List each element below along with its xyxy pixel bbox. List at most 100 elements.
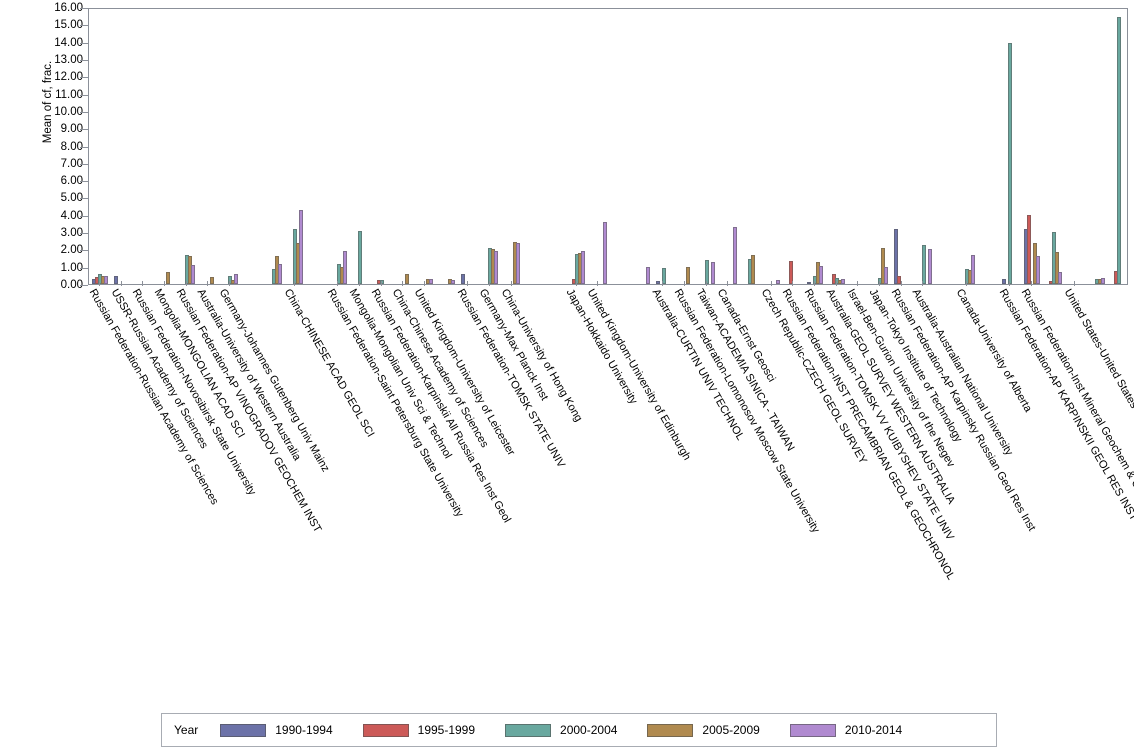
x-tick-mark (163, 281, 165, 286)
y-tick-label: 4.00 (60, 209, 83, 222)
bar[interactable] (1002, 278, 1007, 284)
bar[interactable] (705, 259, 710, 284)
legend-item[interactable]: 1990-1994 (220, 723, 333, 737)
bar[interactable] (1116, 17, 1121, 284)
y-tick-label: 6.00 (60, 175, 83, 188)
bar-group (176, 9, 198, 284)
bar[interactable] (494, 251, 499, 284)
bar[interactable] (1035, 256, 1040, 284)
bar[interactable] (1100, 277, 1105, 284)
bar[interactable] (515, 243, 520, 284)
x-tick-mark (727, 281, 729, 286)
bar[interactable] (114, 276, 119, 284)
x-tick-mark (1008, 281, 1010, 286)
legend-title: Year (174, 723, 199, 737)
bar-group (739, 9, 761, 284)
x-tick-mark (770, 281, 772, 286)
bar[interactable] (358, 231, 363, 284)
x-tick-label: Canada-University of Alberta (953, 287, 1034, 415)
bar-group (414, 9, 436, 284)
bar[interactable] (710, 262, 715, 284)
plot-area (88, 8, 1128, 285)
bar-group (674, 9, 696, 284)
bar-group (306, 9, 328, 284)
x-tick-mark (358, 281, 360, 286)
x-tick-mark (575, 281, 577, 286)
bar[interactable] (450, 279, 455, 284)
bar[interactable] (404, 274, 409, 284)
bar[interactable] (897, 276, 902, 284)
bar-group (219, 9, 241, 284)
bar[interactable] (775, 279, 780, 284)
bar[interactable] (460, 274, 465, 284)
x-tick-mark (293, 281, 295, 286)
x-tick-mark (98, 281, 100, 286)
bar[interactable] (807, 282, 812, 284)
bar[interactable] (970, 255, 975, 284)
bar-group (457, 9, 479, 284)
bar-group (891, 9, 913, 284)
legend-item[interactable]: 1995-1999 (362, 723, 475, 737)
x-axis-labels: Russian Federation-Russian Academy of Sc… (86, 281, 1134, 617)
y-tick-label: 2.00 (60, 244, 83, 257)
bar[interactable] (104, 276, 109, 284)
x-tick-mark (965, 281, 967, 286)
bar[interactable] (342, 251, 347, 284)
bar[interactable] (788, 260, 793, 284)
bar-group (1064, 9, 1086, 284)
bar-group (436, 9, 458, 284)
legend-swatch (647, 723, 694, 737)
bar[interactable] (921, 245, 926, 284)
bar-group (1086, 9, 1108, 284)
bar[interactable] (655, 280, 660, 284)
bar-group (392, 9, 414, 284)
bar-group (869, 9, 891, 284)
bar[interactable] (1057, 271, 1062, 284)
x-tick-mark (857, 281, 859, 286)
bar-group (956, 9, 978, 284)
bar[interactable] (881, 247, 886, 284)
y-tick-mark (80, 163, 88, 165)
bar[interactable] (1054, 251, 1059, 284)
x-tick-mark (337, 281, 339, 286)
bar[interactable] (299, 210, 304, 284)
bar[interactable] (429, 278, 434, 284)
bar[interactable] (894, 229, 899, 284)
y-tick-label: 12.00 (54, 71, 83, 84)
legend-item[interactable]: 2005-2009 (647, 723, 760, 737)
legend-item[interactable]: 2000-2004 (505, 723, 617, 737)
bar[interactable] (190, 264, 195, 284)
bar[interactable] (602, 221, 607, 284)
bar[interactable] (209, 277, 214, 284)
legend-swatch (789, 723, 836, 737)
bar[interactable] (751, 255, 756, 284)
bar[interactable] (686, 266, 691, 284)
bar[interactable] (661, 267, 666, 284)
x-tick-mark (228, 281, 230, 286)
y-tick-mark (80, 42, 88, 44)
bar[interactable] (1008, 42, 1013, 284)
legend-label: 2005-2009 (702, 723, 760, 737)
bar[interactable] (927, 248, 932, 284)
bar[interactable] (732, 226, 737, 284)
bar[interactable] (1027, 214, 1032, 284)
y-tick-mark (80, 233, 88, 235)
bar[interactable] (840, 278, 845, 284)
bar[interactable] (645, 266, 650, 284)
y-tick-mark (80, 94, 88, 96)
bar-group (652, 9, 674, 284)
x-tick-mark (705, 281, 707, 286)
bar-group (479, 9, 501, 284)
bar[interactable] (166, 271, 171, 284)
bar[interactable] (234, 274, 239, 284)
bar-group (349, 9, 371, 284)
legend-item[interactable]: 2010-2014 (789, 723, 902, 737)
bar[interactable] (819, 265, 824, 284)
bar[interactable] (277, 264, 282, 284)
bar[interactable] (884, 266, 889, 284)
y-tick-label: 14.00 (54, 36, 83, 49)
bar[interactable] (580, 251, 585, 284)
y-tick-label: 11.00 (55, 88, 83, 101)
y-tick-mark (80, 129, 88, 131)
